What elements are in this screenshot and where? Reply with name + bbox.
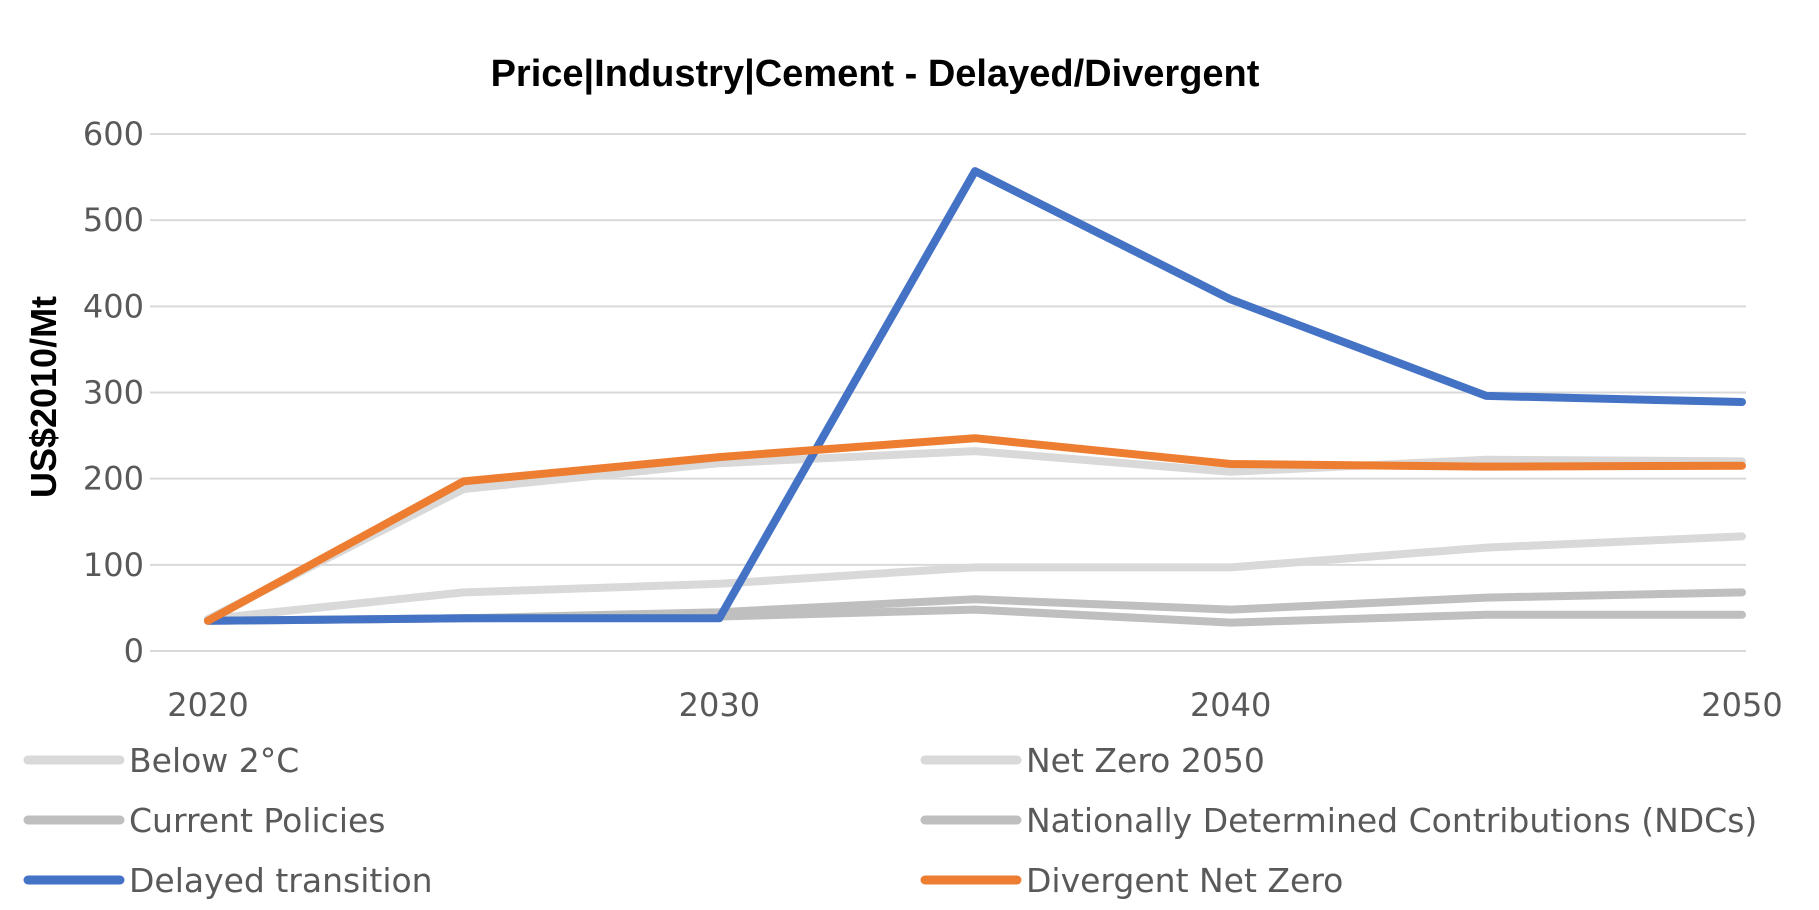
y-tick-label: 600 bbox=[83, 115, 144, 153]
y-tick-label: 400 bbox=[83, 287, 144, 325]
legend-label: Nationally Determined Contributions (NDC… bbox=[1026, 801, 1757, 840]
legend-label: Delayed transition bbox=[129, 861, 433, 900]
x-axis-ticks: 2020 2030 2040 2050 bbox=[167, 686, 1782, 724]
series-line-0 bbox=[204, 532, 1746, 624]
x-tick-label: 2030 bbox=[679, 686, 760, 724]
series-line-1 bbox=[204, 447, 1746, 624]
legend-label: Divergent Net Zero bbox=[1026, 861, 1343, 900]
chart-title: Price|Industry|Cement - Delayed/Divergen… bbox=[491, 53, 1260, 95]
legend-item: Delayed transition bbox=[23, 861, 433, 900]
series-line-4 bbox=[204, 167, 1746, 625]
y-axis-label: US$2010/Mt bbox=[23, 296, 64, 498]
x-tick-label: 2050 bbox=[1701, 686, 1782, 724]
legend-item: Below 2°C bbox=[23, 741, 299, 780]
series-line-5 bbox=[204, 434, 1746, 625]
legend-item: Nationally Determined Contributions (NDC… bbox=[920, 801, 1757, 840]
legend-label: Current Policies bbox=[129, 801, 386, 840]
legend-label: Below 2°C bbox=[129, 741, 299, 780]
y-tick-label: 100 bbox=[83, 546, 144, 584]
legend-item: Divergent Net Zero bbox=[920, 861, 1343, 900]
legend-item: Current Policies bbox=[23, 801, 386, 840]
y-axis-ticks: 0 100 200 300 400 500 600 bbox=[83, 115, 144, 670]
series-lines bbox=[204, 167, 1746, 627]
legend: Below 2°C Net Zero 2050 Current Policies Na… bbox=[23, 741, 1757, 900]
y-tick-label: 200 bbox=[83, 460, 144, 498]
x-tick-label: 2020 bbox=[167, 686, 248, 724]
y-tick-label: 300 bbox=[83, 374, 144, 412]
legend-label: Net Zero 2050 bbox=[1026, 741, 1265, 780]
legend-item: Net Zero 2050 bbox=[920, 741, 1265, 780]
y-tick-label: 0 bbox=[124, 632, 144, 670]
x-tick-label: 2040 bbox=[1190, 686, 1271, 724]
y-tick-label: 500 bbox=[83, 201, 144, 239]
